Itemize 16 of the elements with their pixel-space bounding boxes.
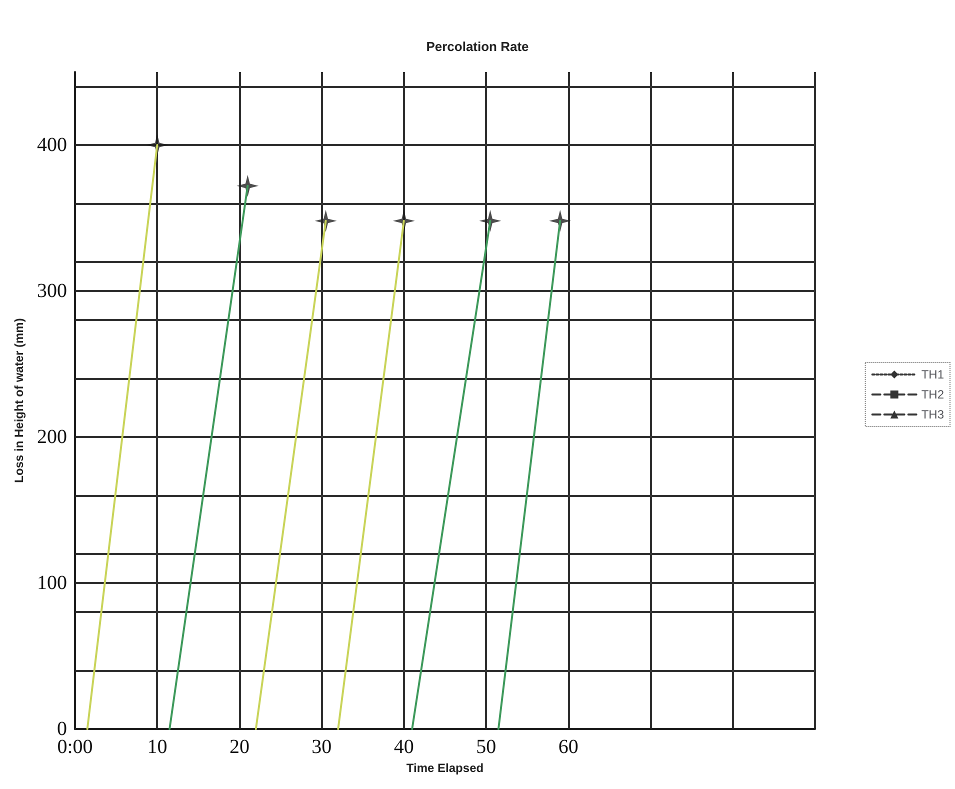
y-tick-label: 200 <box>37 426 67 448</box>
x-axis-title: Time Elapsed <box>406 760 484 775</box>
y-tick-label: 100 <box>37 572 67 594</box>
chart-title: Percolation Rate <box>426 39 529 54</box>
legend-label: TH3 <box>921 408 944 422</box>
y-axis-title: Loss in Height of water (mm) <box>12 318 26 483</box>
y-tick-label: 400 <box>37 134 67 156</box>
x-tick-label: 10 <box>147 736 168 758</box>
y-tick-label: 300 <box>37 280 67 302</box>
legend-label: TH2 <box>921 388 944 402</box>
x-tick-label: 30 <box>312 736 332 758</box>
x-tick-label: 20 <box>229 736 250 758</box>
x-tick-label: 60 <box>558 736 578 758</box>
legend-label: TH1 <box>921 368 944 382</box>
x-tick-label: 50 <box>476 736 496 758</box>
x-tick-label: 40 <box>394 736 414 758</box>
